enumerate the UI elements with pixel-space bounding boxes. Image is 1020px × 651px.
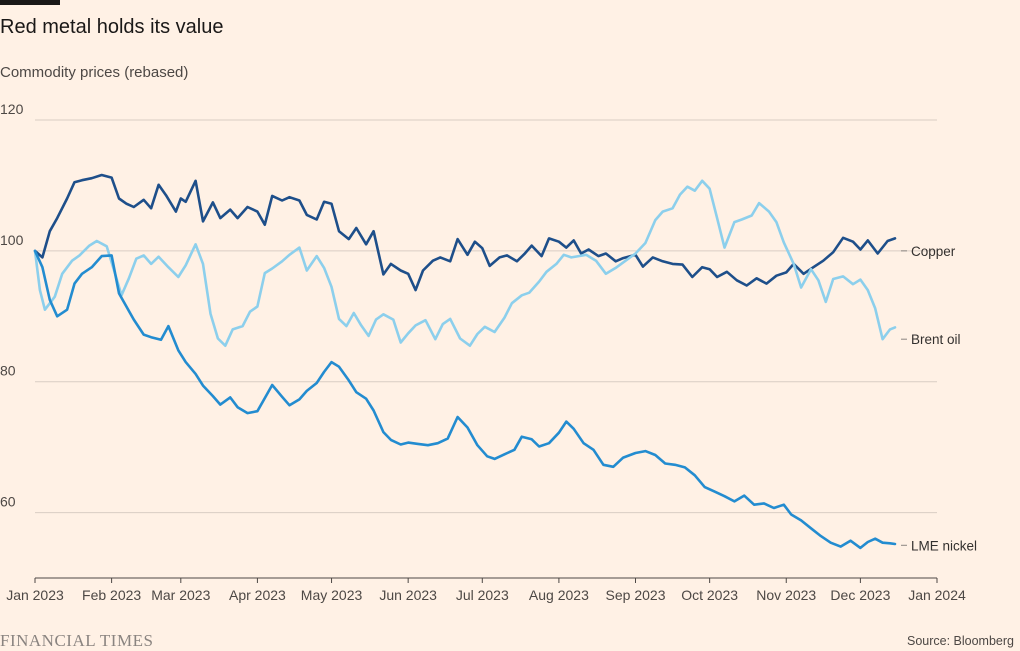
y-tick-label-80: 80 — [0, 363, 16, 379]
brand-bar — [0, 0, 60, 5]
x-tick-label-6: Jul 2023 — [456, 587, 509, 603]
y-tick-label-120: 120 — [0, 101, 24, 117]
x-tick-label-2: Mar 2023 — [151, 587, 210, 603]
x-tick-label-12: Jan 2024 — [908, 587, 966, 603]
x-tick-label-7: Aug 2023 — [529, 587, 589, 603]
x-tick-label-4: May 2023 — [301, 587, 363, 603]
source-note: Source: Bloomberg — [906, 634, 1014, 648]
x-tick-label-1: Feb 2023 — [82, 587, 141, 603]
series-label-brent-oil: Brent oil — [911, 332, 961, 347]
x-tick-label-5: Jun 2023 — [379, 587, 437, 603]
x-tick-label-8: Sep 2023 — [606, 587, 666, 603]
series-line-brent-oil — [33, 179, 897, 347]
chart-subtitle: Commodity prices (rebased) — [0, 64, 189, 81]
x-tick-label-0: Jan 2023 — [6, 587, 64, 603]
y-tick-label-60: 60 — [0, 494, 16, 510]
y-tick-label-100: 100 — [0, 232, 24, 248]
x-tick-label-10: Nov 2023 — [756, 587, 816, 603]
series-label-copper: Copper — [911, 244, 956, 259]
x-tick-label-11: Dec 2023 — [830, 587, 890, 603]
series-label-lme-nickel: LME nickel — [911, 538, 977, 553]
x-tick-label-9: Oct 2023 — [681, 587, 738, 603]
ft-logo: FINANCIAL TIMES — [0, 631, 154, 650]
chart-title: Red metal holds its value — [0, 16, 224, 38]
x-tick-label-3: Apr 2023 — [229, 587, 286, 603]
series-line-copper — [33, 173, 897, 292]
series-line-lme-nickel — [33, 249, 897, 550]
